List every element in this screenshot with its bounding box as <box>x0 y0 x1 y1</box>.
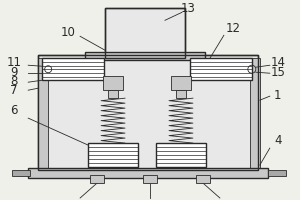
Text: 15: 15 <box>270 66 285 79</box>
Text: 6: 6 <box>11 104 18 117</box>
Bar <box>88 143 138 167</box>
Bar <box>28 168 268 178</box>
Bar <box>42 58 104 80</box>
Bar <box>38 55 258 170</box>
Bar <box>176 90 186 98</box>
Text: 11: 11 <box>7 56 22 69</box>
Bar <box>156 143 206 167</box>
Bar <box>103 76 123 90</box>
Text: 12: 12 <box>225 22 240 35</box>
Text: 8: 8 <box>11 75 18 88</box>
Text: 1: 1 <box>274 89 281 102</box>
Bar <box>268 170 286 176</box>
Bar <box>143 175 157 183</box>
Bar <box>85 52 205 60</box>
Text: 7: 7 <box>11 84 18 97</box>
Bar <box>250 58 260 170</box>
Text: 14: 14 <box>270 56 285 69</box>
Bar <box>196 175 210 183</box>
Bar <box>38 55 258 170</box>
Text: 4: 4 <box>274 134 281 147</box>
Text: 13: 13 <box>181 2 195 15</box>
Bar <box>108 90 118 98</box>
Bar <box>90 175 104 183</box>
Text: 10: 10 <box>61 26 76 39</box>
Bar <box>171 76 191 90</box>
Bar <box>105 8 185 58</box>
Bar <box>12 170 30 176</box>
Bar <box>38 58 48 170</box>
Bar <box>105 8 185 58</box>
Text: 9: 9 <box>11 66 18 79</box>
Bar <box>190 58 252 80</box>
